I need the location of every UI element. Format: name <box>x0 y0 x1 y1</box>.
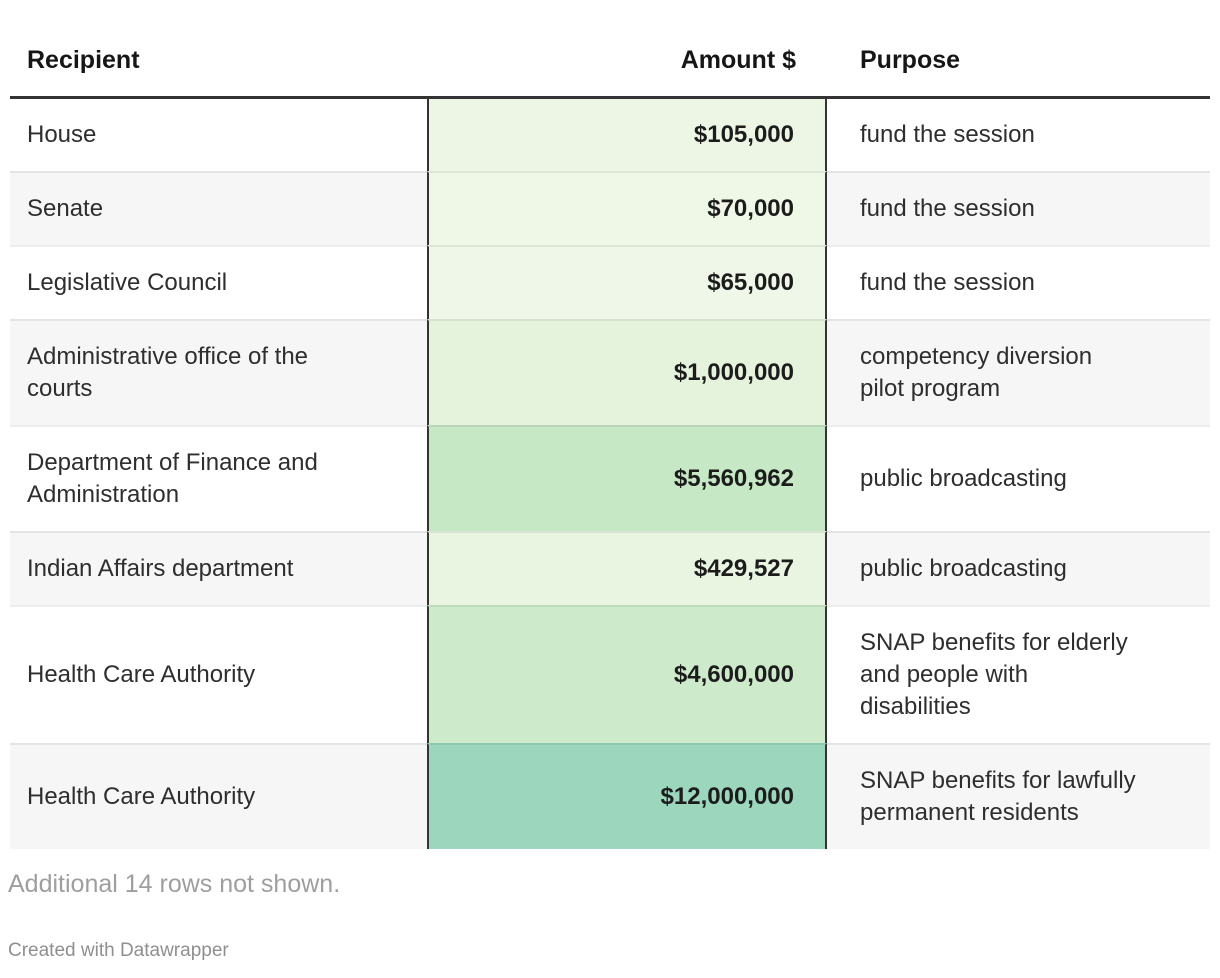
data-table: Recipient Amount $ Purpose House $105,00… <box>10 0 1210 849</box>
purpose-cell: fund the session <box>860 121 1035 148</box>
recipient-cell: Indian Affairs department <box>10 531 427 605</box>
amount-cell: $65,000 <box>427 245 827 319</box>
table-row: Legislative Council $65,000 fund the ses… <box>10 245 1210 319</box>
purpose-cell: SNAP benefits for elderly and people wit… <box>827 605 1210 743</box>
recipient-cell: Administrative office of the courts <box>10 319 427 425</box>
recipient-cell: Department of Finance and Administration <box>10 425 427 531</box>
purpose-cell: public broadcasting <box>827 531 1210 605</box>
datawrapper-credit: Created with Datawrapper <box>8 940 229 961</box>
purpose-cell: SNAP benefits for lawfully permanent res… <box>827 743 1210 849</box>
recipient-cell: Health Care Authority <box>10 605 427 743</box>
column-header-amount: Amount $ <box>680 46 796 74</box>
recipient-cell: Legislative Council <box>10 245 427 319</box>
purpose-cell: fund the session <box>827 245 1210 319</box>
amount-cell: $1,000,000 <box>427 319 827 425</box>
table-row: Administrative office of the courts $1,0… <box>10 319 1210 425</box>
table-row: Senate $70,000 fund the session <box>10 171 1210 245</box>
table-row: Department of Finance and Administration… <box>10 425 1210 531</box>
amount-cell: $429,527 <box>427 531 827 605</box>
purpose-cell: competency diversion pilot program <box>827 319 1210 425</box>
amount-cell: $12,000,000 <box>427 743 827 849</box>
amount-cell: $4,600,000 <box>427 605 827 743</box>
amount-cell: $70,000 <box>427 171 827 245</box>
amount-cell: $105,000 <box>427 99 827 171</box>
table-row: Indian Affairs department $429,527 publi… <box>10 531 1210 605</box>
column-header-purpose: Purpose <box>860 46 961 74</box>
rows-not-shown-note: Additional 14 rows not shown. <box>8 870 341 898</box>
table-row: Health Care Authority $12,000,000 SNAP b… <box>10 743 1210 849</box>
recipient-cell: Health Care Authority <box>10 743 427 849</box>
amount-cell: $5,560,962 <box>427 425 827 531</box>
purpose-cell: fund the session <box>827 171 1210 245</box>
column-header-recipient: Recipient <box>27 46 140 74</box>
table-row: Health Care Authority $4,600,000 SNAP be… <box>10 605 1210 743</box>
recipient-cell: House <box>27 121 97 148</box>
table-header-row: Recipient Amount $ Purpose <box>10 0 1210 99</box>
table-body: House $105,000 fund the session Senate $… <box>10 99 1210 849</box>
recipient-cell: Senate <box>10 171 427 245</box>
purpose-cell: public broadcasting <box>827 425 1210 531</box>
table-row: House $105,000 fund the session <box>10 99 1210 171</box>
